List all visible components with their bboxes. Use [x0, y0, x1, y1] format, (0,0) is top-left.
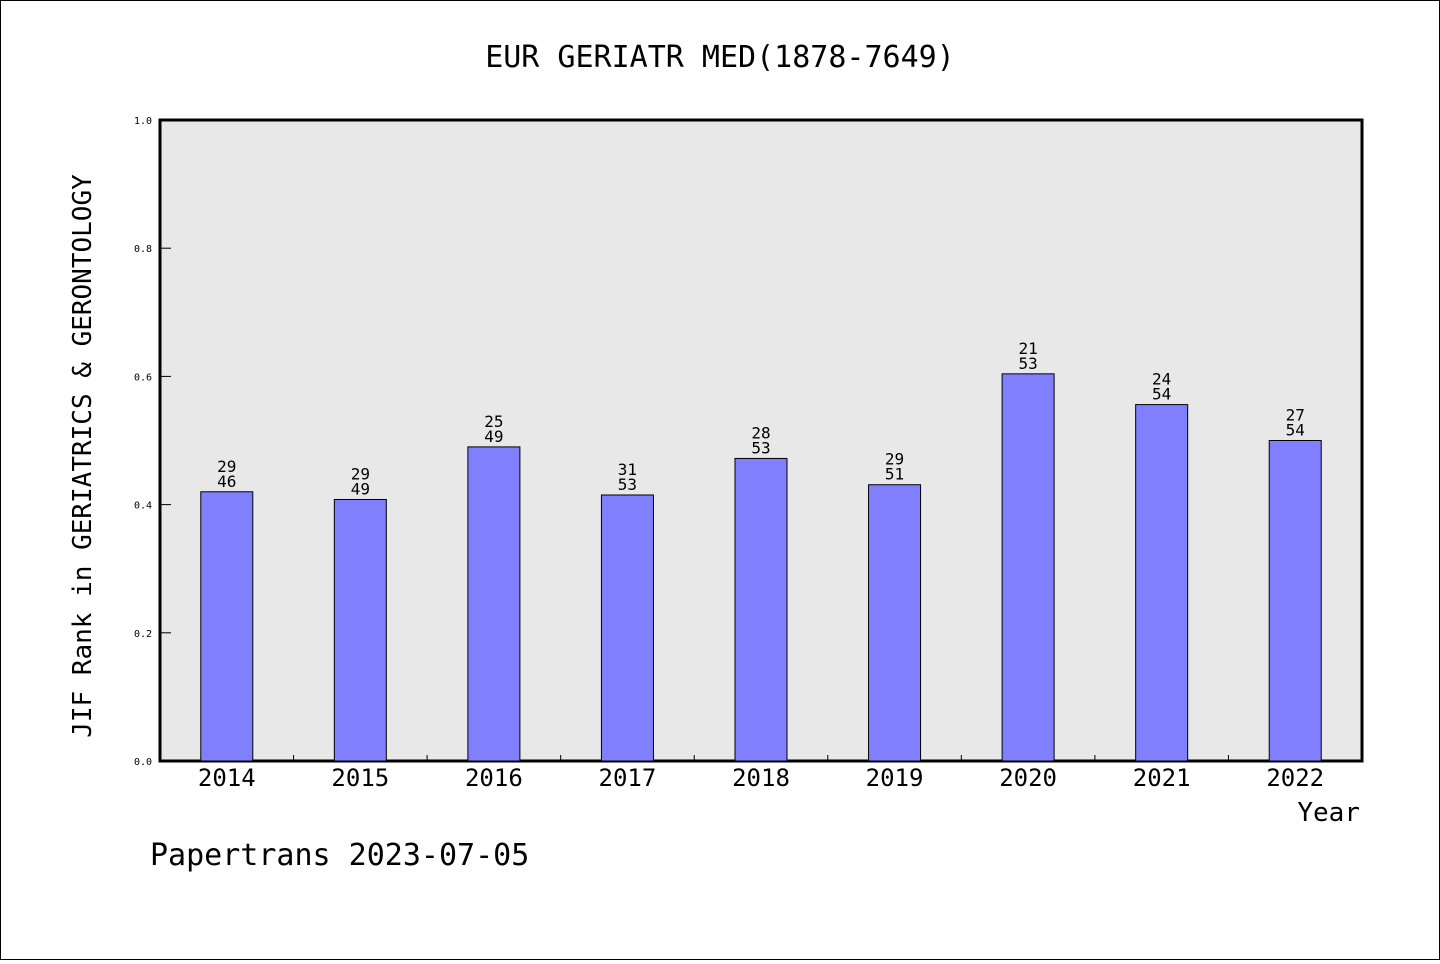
chart-title: EUR GERIATR MED(1878-7649)	[485, 40, 955, 75]
y-axis-label: JIF Rank in GERIATRICS & GERONTOLOGY	[68, 174, 98, 738]
bar	[734, 457, 788, 762]
bar	[333, 498, 387, 762]
x-tick-label: 2014	[198, 764, 256, 792]
bar-total-label: 46	[217, 472, 236, 491]
y-tick-label: 0.8	[134, 244, 152, 255]
x-tick-label: 2015	[331, 764, 389, 792]
bar-rank-label: 28	[751, 423, 770, 442]
bar-rank-label: 29	[885, 450, 904, 469]
bar-total-label: 54	[1286, 421, 1305, 440]
bar-rank-label: 29	[351, 464, 370, 483]
y-tick-label: 0.6	[134, 372, 152, 383]
x-axis-label: Year	[1297, 798, 1360, 828]
bar-rank-label: 27	[1286, 406, 1305, 425]
x-tick-label: 2022	[1266, 764, 1324, 792]
bar-total-label: 53	[1018, 354, 1037, 373]
bar-total-label: 51	[885, 465, 904, 484]
x-tick-label: 2020	[999, 764, 1057, 792]
x-tick-label: 2017	[599, 764, 657, 792]
x-tick-label: 2016	[465, 764, 523, 792]
x-axis: 2014 2015 2016 2017 2018 2019 2020 2021 2022	[198, 755, 1324, 792]
y-axis: 0.0 0.2 0.4 0.6 0.8 1.0	[134, 116, 171, 768]
x-tick-label: 2021	[1133, 764, 1191, 792]
bar-total-label: 54	[1152, 385, 1171, 404]
bar	[1268, 440, 1322, 762]
bar	[467, 446, 521, 762]
y-tick-label: 0.0	[134, 757, 152, 768]
y-tick-label: 1.0	[134, 116, 152, 127]
y-tick-label: 0.2	[134, 629, 152, 640]
x-tick-label: 2019	[866, 764, 924, 792]
bar-rank-label: 29	[217, 457, 236, 476]
bar-rank-label: 24	[1152, 370, 1171, 389]
y-tick-label: 0.4	[134, 501, 152, 512]
bar-rank-label: 25	[484, 412, 503, 431]
footer-credit: Papertrans 2023-07-05	[150, 838, 529, 873]
bar	[1001, 373, 1055, 762]
bar	[200, 491, 254, 762]
bar	[600, 494, 654, 762]
bar-total-label: 53	[751, 438, 770, 457]
bar	[868, 484, 922, 762]
bar-rank-label: 21	[1018, 339, 1037, 358]
bar-total-label: 49	[484, 427, 503, 446]
bar	[1135, 404, 1189, 762]
bar-total-label: 53	[618, 475, 637, 494]
bar-rank-label: 31	[618, 460, 637, 479]
x-tick-label: 2018	[732, 764, 790, 792]
bar-total-label: 49	[351, 479, 370, 498]
